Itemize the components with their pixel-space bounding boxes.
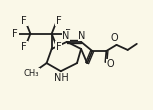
Text: F: F (21, 42, 27, 52)
Text: NH: NH (54, 73, 69, 83)
Text: N: N (62, 31, 70, 41)
Text: F: F (56, 42, 62, 52)
Text: F: F (21, 16, 27, 26)
Text: F: F (65, 29, 71, 39)
Text: F: F (56, 16, 62, 26)
Text: F: F (12, 29, 18, 39)
Text: O: O (111, 33, 118, 43)
Text: O: O (107, 59, 114, 69)
Text: N: N (78, 31, 86, 41)
Text: CH₃: CH₃ (24, 69, 39, 78)
